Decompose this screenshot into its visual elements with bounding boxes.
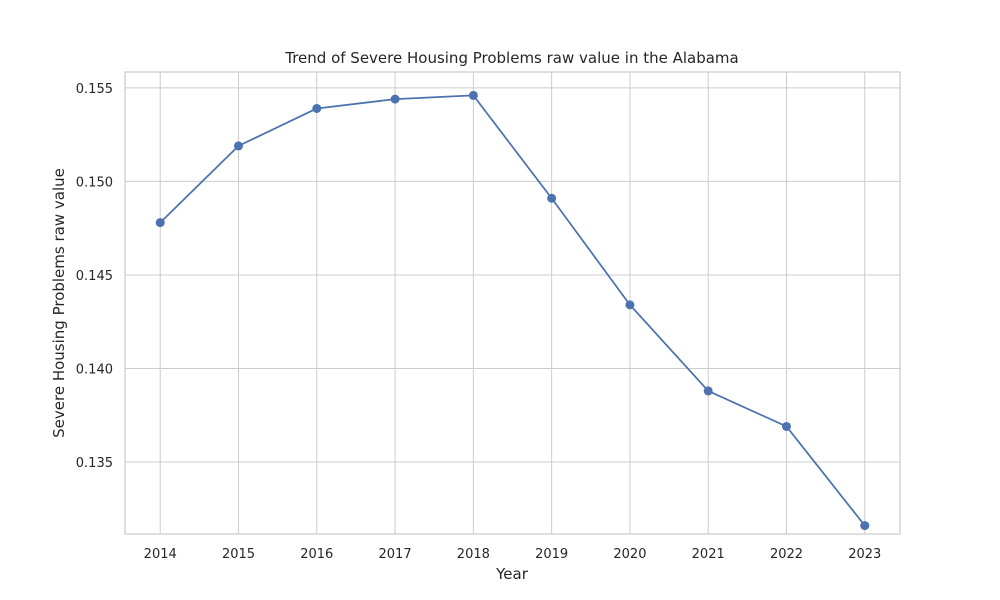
data-point — [781, 421, 791, 431]
x-tick-label: 2019 — [535, 547, 568, 562]
data-point — [155, 218, 165, 228]
x-tick-label: 2017 — [379, 547, 412, 562]
series-layer — [155, 90, 870, 531]
y-tick-label: 0.150 — [76, 175, 113, 190]
y-tick-label: 0.135 — [76, 456, 113, 471]
data-point — [468, 90, 478, 100]
data-point — [390, 94, 400, 104]
y-tick-label: 0.155 — [76, 82, 113, 97]
series-line — [159, 94, 866, 527]
data-point — [860, 521, 870, 531]
grid — [125, 72, 900, 534]
x-tick-label: 2015 — [222, 547, 255, 562]
x-tick-label: 2020 — [613, 547, 646, 562]
plot-area-frame — [124, 71, 901, 535]
data-point — [312, 103, 322, 113]
x-tick-label: 2023 — [848, 547, 881, 562]
y-tick-label: 0.140 — [76, 362, 113, 377]
data-point — [703, 386, 713, 396]
y-axis-label: Severe Housing Problems raw value — [50, 168, 68, 438]
x-tick-label: 2021 — [692, 547, 725, 562]
x-tick-label: 2018 — [457, 547, 490, 562]
x-tick-label: 2022 — [770, 547, 803, 562]
data-point — [625, 300, 635, 310]
x-axis-label: Year — [495, 565, 529, 583]
data-point — [234, 141, 244, 151]
chart-title: Trend of Severe Housing Problems raw val… — [284, 49, 739, 67]
y-tick-label: 0.145 — [76, 269, 113, 284]
tick-labels: 2014 2015 2016 2017 2018 2019 2020 2021 2022 2023… — [76, 82, 882, 562]
x-tick-label: 2016 — [300, 547, 333, 562]
data-point — [547, 193, 557, 203]
x-tick-label: 2014 — [144, 547, 177, 562]
